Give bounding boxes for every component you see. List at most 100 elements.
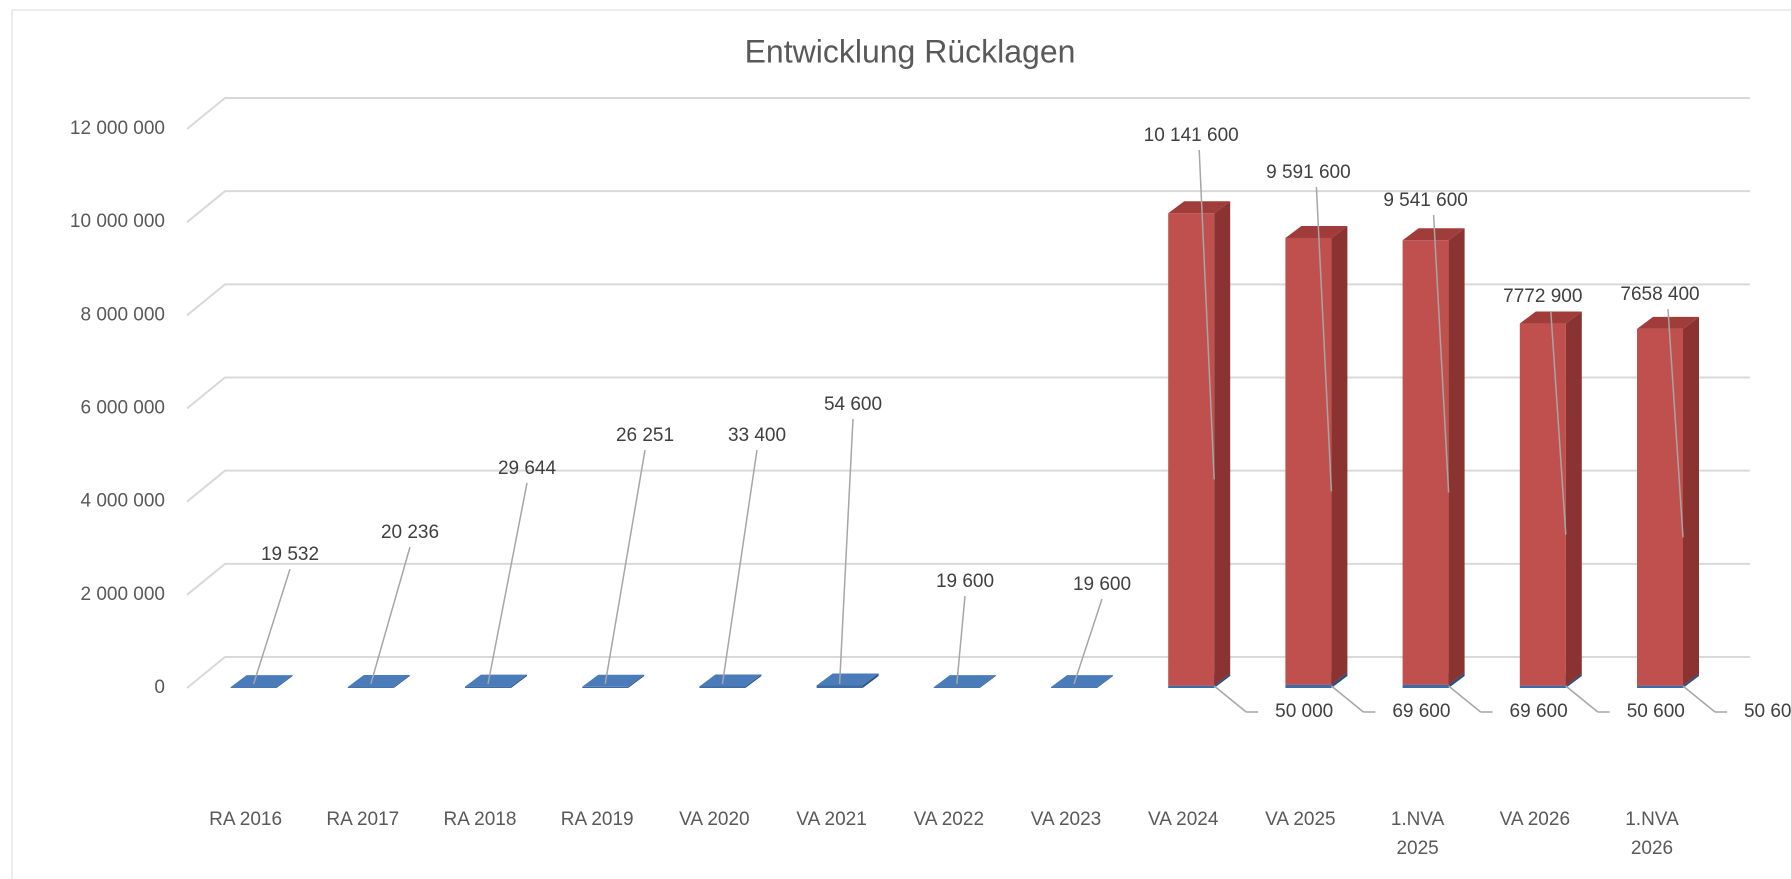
bar-side bbox=[979, 675, 996, 688]
y-tick-label: 4 000 000 bbox=[80, 491, 165, 512]
bar-front bbox=[1637, 685, 1683, 688]
data-label: 29 644 bbox=[498, 458, 557, 479]
bar-front bbox=[1168, 213, 1215, 686]
x-tick-label: RA 2019 bbox=[560, 809, 634, 830]
bar-front bbox=[1168, 685, 1215, 688]
leader-line bbox=[1315, 186, 1333, 492]
bar-front bbox=[1402, 684, 1449, 688]
leader-line bbox=[1073, 598, 1103, 685]
leader-line bbox=[1330, 685, 1364, 713]
y-tick-label: 10 000 000 bbox=[70, 211, 165, 232]
bar-front bbox=[230, 687, 277, 688]
bar-top bbox=[933, 675, 996, 688]
x-tick-label: 1.NVA 2025 bbox=[1390, 809, 1445, 859]
leader-line bbox=[1667, 308, 1684, 538]
bar-top bbox=[465, 674, 527, 687]
leader-line bbox=[1550, 310, 1567, 535]
grid-line bbox=[186, 97, 1750, 130]
x-tick-label: VA 2020 bbox=[679, 809, 750, 830]
bar-side bbox=[1565, 673, 1582, 688]
bar-top bbox=[1285, 225, 1348, 238]
bar-side bbox=[393, 675, 410, 688]
grid-line bbox=[186, 562, 1750, 596]
bar-front bbox=[1051, 687, 1097, 688]
y-tick-label: 6 000 000 bbox=[80, 398, 165, 419]
bar-side bbox=[745, 674, 762, 688]
data-label: 19 600 bbox=[936, 571, 994, 592]
data-label: 7658 400 bbox=[1620, 284, 1699, 305]
data-label: 9 591 600 bbox=[1266, 162, 1351, 183]
bar-side bbox=[1565, 311, 1582, 686]
x-tick-label: RA 2016 bbox=[209, 809, 283, 830]
leader-line bbox=[838, 418, 854, 685]
bar-front bbox=[1637, 328, 1683, 686]
leader-line bbox=[1432, 214, 1450, 493]
leader-line bbox=[956, 595, 966, 685]
bar-side bbox=[1331, 672, 1348, 688]
data-label: 19 600 bbox=[1073, 574, 1131, 595]
bar-front bbox=[1519, 685, 1566, 688]
leader-line bbox=[370, 546, 411, 685]
chart-border bbox=[11, 9, 1791, 879]
y-tick-label: 8 000 000 bbox=[80, 304, 165, 325]
bar-side bbox=[1448, 228, 1465, 685]
bar-top bbox=[582, 674, 645, 687]
bar-front bbox=[699, 686, 746, 688]
data-label: 7772 900 bbox=[1503, 286, 1582, 307]
grid-line bbox=[186, 190, 1750, 223]
bar-front bbox=[465, 686, 511, 688]
data-label: 69 600 bbox=[1510, 701, 1568, 722]
x-tick-label: VA 2024 bbox=[1147, 809, 1219, 830]
y-tick-label: 2 000 000 bbox=[80, 584, 165, 605]
leader-line bbox=[1565, 685, 1599, 713]
bar-top bbox=[347, 675, 410, 688]
bar-top bbox=[816, 673, 879, 686]
bar-front bbox=[816, 685, 863, 688]
x-tick-label: VA 2022 bbox=[913, 809, 985, 830]
bar-top bbox=[1637, 316, 1699, 329]
bar-side bbox=[862, 673, 879, 688]
x-tick-label: 1.NVA 2026 bbox=[1625, 809, 1679, 859]
bar-top bbox=[230, 675, 293, 688]
leader-line bbox=[1198, 149, 1215, 480]
bar-side bbox=[1683, 316, 1699, 686]
bar-front bbox=[582, 686, 629, 688]
y-tick-label: 0 bbox=[154, 677, 165, 698]
leader-line bbox=[721, 449, 758, 685]
bar-top bbox=[699, 674, 762, 687]
leader-line bbox=[1213, 685, 1247, 713]
bar-front bbox=[1402, 240, 1449, 685]
leader-line bbox=[1682, 685, 1716, 713]
bar-front bbox=[1285, 237, 1332, 685]
leader-line bbox=[604, 449, 646, 685]
bar-front bbox=[347, 687, 394, 688]
x-tick-label: VA 2026 bbox=[1499, 809, 1571, 830]
x-tick-label: VA 2025 bbox=[1265, 809, 1336, 830]
bar-front bbox=[1519, 323, 1566, 686]
leader-line bbox=[1448, 685, 1482, 713]
leader-line bbox=[487, 482, 528, 685]
data-label: 33 400 bbox=[728, 425, 786, 446]
bar-side bbox=[1683, 673, 1699, 688]
x-tick-label: RA 2017 bbox=[326, 809, 400, 830]
data-label: 50 000 bbox=[1275, 701, 1333, 722]
bar-top bbox=[1168, 201, 1231, 214]
data-label: 26 251 bbox=[616, 425, 674, 446]
grid-line bbox=[186, 283, 1750, 317]
bar-side bbox=[1331, 225, 1348, 685]
y-tick-label: 12 000 000 bbox=[70, 118, 165, 139]
x-tick-label: VA 2021 bbox=[796, 809, 867, 830]
data-label: 50 600 bbox=[1744, 701, 1791, 722]
data-label: 9 541 600 bbox=[1383, 190, 1468, 211]
bar-front bbox=[1285, 684, 1332, 688]
grid-line bbox=[186, 469, 1750, 503]
bar-side bbox=[276, 675, 293, 688]
data-label: 69 600 bbox=[1392, 701, 1450, 722]
chart-title: Entwicklung Rücklagen bbox=[745, 33, 1076, 69]
data-label: 10 141 600 bbox=[1144, 125, 1239, 146]
bar-top bbox=[1051, 675, 1113, 688]
bar-side bbox=[628, 674, 645, 688]
bar-side bbox=[1214, 673, 1231, 688]
